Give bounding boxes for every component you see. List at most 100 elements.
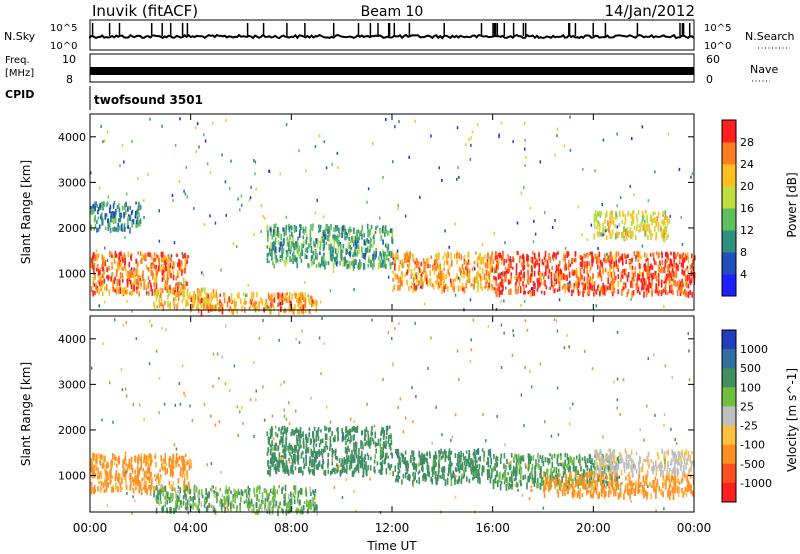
velocity-cell — [97, 467, 99, 475]
power-cell — [348, 252, 350, 256]
power-cell — [330, 243, 332, 249]
power-cell — [407, 264, 409, 268]
power-cell — [105, 203, 108, 208]
velocity-cell — [212, 485, 214, 489]
velocity-cell — [453, 472, 455, 478]
velocity-cell — [217, 492, 219, 497]
power-cell — [255, 301, 258, 305]
power-cell — [493, 287, 496, 291]
power-cell — [529, 289, 531, 294]
power-cell — [660, 224, 662, 228]
power-cell — [643, 283, 645, 290]
power-cell — [450, 260, 453, 264]
power-cell — [616, 231, 618, 237]
power-cell — [332, 262, 335, 270]
velocity-cell — [227, 498, 230, 505]
velocity-cell — [381, 459, 384, 465]
velocity-cell — [283, 425, 286, 433]
power-cell — [239, 208, 241, 212]
power-cell — [121, 144, 124, 147]
velocity-cell — [353, 467, 356, 474]
power-cell — [200, 297, 203, 303]
velocity-cell — [282, 436, 284, 443]
power-cell — [332, 270, 335, 274]
power-cell — [254, 160, 257, 164]
velocity-cell — [164, 501, 167, 508]
power-cell — [463, 260, 466, 265]
power-cell — [412, 254, 414, 260]
power-cell — [651, 233, 654, 237]
velocity-cell — [206, 497, 208, 503]
power-cell — [628, 234, 630, 238]
power-cell — [197, 288, 199, 294]
power-cell — [240, 203, 243, 207]
power-cell — [464, 255, 466, 260]
velocity-cell — [248, 500, 251, 505]
velocity-cell — [271, 446, 273, 451]
power-cell — [425, 271, 427, 278]
power-cell — [279, 302, 282, 306]
power-cell — [567, 287, 570, 292]
power-cell — [606, 252, 608, 256]
velocity-cell — [297, 455, 300, 460]
power-cell — [297, 241, 299, 246]
velocity-cell — [188, 497, 190, 504]
power-cell — [368, 249, 371, 253]
power-cell — [166, 289, 169, 293]
velocity-cell — [514, 453, 517, 458]
power-cell — [164, 260, 166, 266]
noise-left-tick-bottom: 10^0 — [50, 41, 77, 52]
power-cell — [642, 272, 644, 278]
power-cell — [136, 216, 139, 222]
power-cell — [106, 258, 109, 262]
power-cell — [416, 275, 419, 283]
power-cell — [667, 264, 669, 268]
power-cell — [512, 256, 514, 260]
power-cell — [412, 286, 415, 293]
power-cell — [266, 253, 269, 257]
velocity-cell — [155, 478, 157, 482]
power-cell — [435, 266, 438, 272]
power-cell — [209, 171, 212, 174]
power-cell — [381, 226, 384, 234]
power-cell — [651, 280, 653, 285]
velocity-cell — [409, 457, 412, 463]
power-cell — [650, 236, 652, 240]
power-cell — [304, 303, 307, 309]
power-cell — [629, 227, 632, 234]
velocity-cell — [325, 441, 327, 448]
velocity-cell — [361, 441, 364, 445]
power-cell — [433, 269, 436, 275]
velocity-cell — [293, 499, 296, 505]
velocity-cell — [380, 431, 382, 436]
power-cell — [654, 170, 656, 174]
velocity-cell — [351, 428, 353, 433]
power-cell — [278, 302, 281, 307]
power-cell — [656, 216, 658, 222]
velocity-cell — [269, 465, 272, 471]
power-cell — [297, 309, 299, 315]
power-cell — [565, 276, 567, 281]
power-cell — [667, 274, 670, 279]
velocity-cell — [124, 455, 127, 461]
power-cell — [569, 148, 572, 152]
power-cell — [567, 263, 570, 271]
power-cell — [158, 265, 160, 272]
velocity-cell — [508, 484, 510, 490]
power-cell — [501, 254, 503, 261]
power-cell — [182, 283, 185, 290]
power-cell — [395, 275, 397, 280]
power-cell — [609, 271, 612, 277]
power-cell — [673, 252, 676, 257]
power-cell — [310, 295, 313, 303]
power-cell — [610, 256, 612, 262]
power-cell — [90, 171, 92, 175]
power-cell — [346, 232, 348, 239]
velocity-cell — [433, 468, 436, 475]
power-cell — [507, 267, 510, 274]
power-cell — [99, 281, 102, 286]
power-cell — [128, 261, 131, 268]
power-cell — [135, 201, 137, 205]
velocity-cell — [302, 437, 305, 444]
power-cell — [544, 259, 547, 263]
